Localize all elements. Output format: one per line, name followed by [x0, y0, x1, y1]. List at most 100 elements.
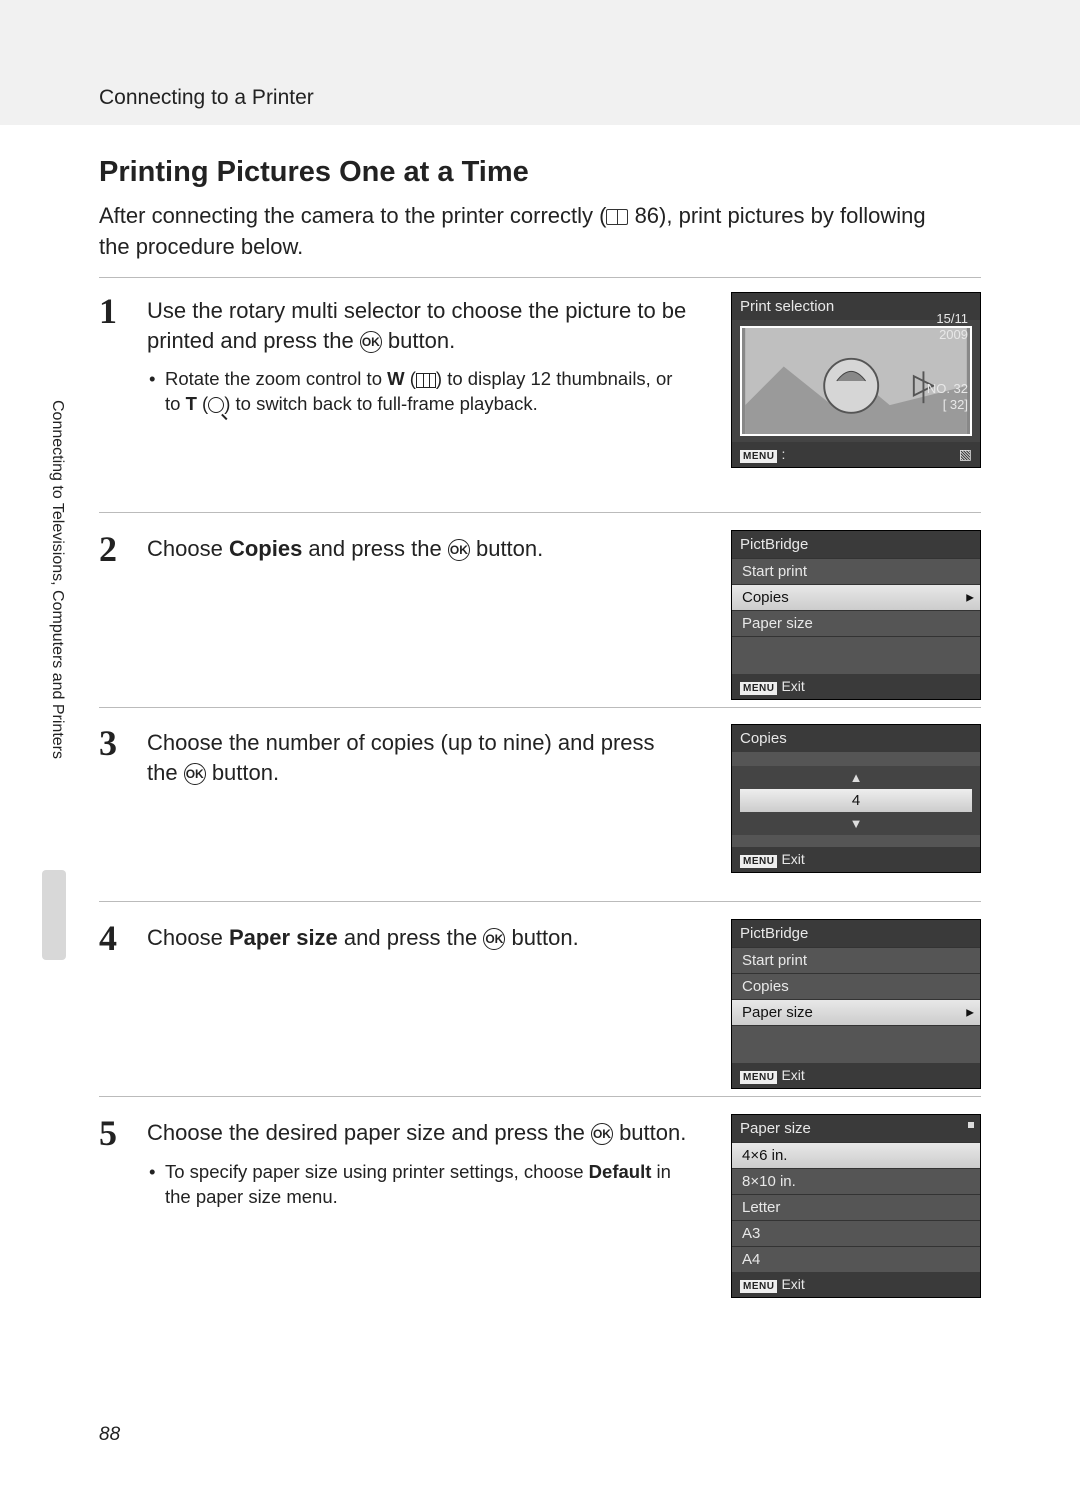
step-body: Use the rotary multi selector to choose … [147, 296, 687, 417]
intro-a: After connecting the camera to the print… [99, 203, 606, 228]
menu-item-a4: A4 [732, 1246, 980, 1272]
empty-row [732, 1025, 980, 1063]
lcd-pictbridge: PictBridge Start print Copies▶ Paper siz… [731, 530, 981, 700]
text: Rotate the zoom control to [165, 368, 387, 389]
bold: Default [589, 1161, 652, 1182]
lcd-pictbridge: PictBridge Start print Copies Paper size… [731, 919, 981, 1089]
menu-badge: MENU [740, 1280, 777, 1293]
ok-icon: OK [184, 763, 206, 785]
ok-icon: OK [360, 331, 382, 353]
menu-item-a3: A3 [732, 1220, 980, 1246]
thumb-icon: ▧ [959, 446, 972, 463]
step-body: Choose Paper size and press the OK butto… [147, 923, 687, 953]
divider [99, 277, 981, 278]
bullet-dot: • [149, 367, 155, 392]
text: Choose the desired paper size and press … [147, 1120, 591, 1145]
step-body: Choose Copies and press the OK button. [147, 534, 687, 564]
arrow-down-icon: ▼ [732, 812, 980, 835]
text: ( [197, 393, 208, 414]
lcd-footer: MENUExit [732, 1063, 980, 1088]
t-label: T [186, 393, 197, 414]
step-number: 2 [99, 528, 117, 570]
step-5: 5 Choose the desired paper size and pres… [99, 1118, 981, 1210]
sub-bullet: • To specify paper size using printer se… [165, 1160, 687, 1210]
menu-item-start-print: Start print [732, 558, 980, 584]
text: button. [206, 760, 279, 785]
step-4: 4 Choose Paper size and press the OK but… [99, 923, 981, 953]
text: ) to switch back to full-frame playback. [224, 393, 538, 414]
menu-item-copies: Copies ▶ [732, 584, 980, 610]
side-tab: Connecting to Televisions, Computers and… [48, 400, 66, 950]
date-line: 15/11 [936, 311, 968, 327]
text: button. [382, 328, 455, 353]
lcd-copies: Copies ▲ 4 ▼ MENUExit [731, 724, 981, 873]
lcd-title: Copies [732, 725, 980, 752]
text: button. [470, 536, 543, 561]
bold: Copies [229, 536, 302, 561]
menu-item-copies: Copies [732, 973, 980, 999]
scrollbar-indicator [968, 1122, 974, 1128]
menu-badge: MENU [740, 450, 777, 463]
step-1: 1 Use the rotary multi selector to choos… [99, 296, 981, 417]
book-icon [606, 209, 628, 225]
arrow-up-icon: ▲ [732, 766, 980, 789]
step-number: 3 [99, 722, 117, 764]
label: Paper size [740, 1120, 811, 1137]
lcd-footer: MENU: ▧ [732, 442, 980, 467]
step-number: 5 [99, 1112, 117, 1154]
lcd-title: PictBridge [732, 531, 980, 558]
step-body: Choose the number of copies (up to nine)… [147, 728, 687, 787]
page-number: 88 [99, 1424, 120, 1446]
label: Copies [742, 589, 789, 606]
text: and press the [302, 536, 448, 561]
ok-icon: OK [448, 539, 470, 561]
step-number: 4 [99, 917, 117, 959]
lcd-title: Paper size [732, 1115, 980, 1142]
step-2: 2 Choose Copies and press the OK button.… [99, 534, 981, 564]
lcd-footer: MENUExit [732, 847, 980, 872]
menu-item-start-print: Start print [732, 947, 980, 973]
ok-icon: OK [591, 1123, 613, 1145]
menu-item-paper-size: Paper size ▶ [732, 999, 980, 1025]
copies-value: 4 [740, 789, 972, 812]
side-tab-highlight [42, 870, 66, 960]
ok-icon: OK [483, 928, 505, 950]
text: and press the [338, 925, 484, 950]
bold: Paper size [229, 925, 338, 950]
exit-label: Exit [781, 1067, 804, 1083]
magnifier-icon [208, 397, 224, 413]
date-line: 2009 [936, 327, 968, 343]
text: ( [405, 368, 416, 389]
lcd-date: 15/11 2009 [936, 311, 968, 342]
text: Choose [147, 536, 229, 561]
step-3: 3 Choose the number of copies (up to nin… [99, 728, 981, 787]
exit-label: Exit [781, 851, 804, 867]
sub-bullet: • Rotate the zoom control to W () to dis… [165, 367, 687, 417]
lcd-footer: MENUExit [732, 674, 980, 699]
divider [99, 512, 981, 513]
menu-item-8x10: 8×10 in. [732, 1168, 980, 1194]
divider [99, 707, 981, 708]
text: Choose [147, 925, 229, 950]
menu-item-4x6: 4×6 in. [732, 1142, 980, 1168]
menu-item-letter: Letter [732, 1194, 980, 1220]
step-number: 1 [99, 290, 117, 332]
empty-row [732, 636, 980, 674]
label: Paper size [742, 1004, 813, 1021]
lcd-footer: MENU Exit [732, 1272, 980, 1297]
chevron-right-icon: ▶ [966, 592, 974, 603]
exit-label: Exit [781, 1276, 804, 1292]
thumbnail-icon [416, 373, 436, 388]
divider [99, 1096, 981, 1097]
section-title: Printing Pictures One at a Time [99, 156, 529, 189]
bullet-dot: • [149, 1160, 155, 1185]
menu-badge: MENU [740, 682, 777, 695]
lcd-title: PictBridge [732, 920, 980, 947]
w-label: W [387, 368, 404, 389]
spacer [732, 835, 980, 847]
spacer [732, 752, 980, 766]
chevron-right-icon: ▶ [966, 1007, 974, 1018]
lcd-paper-size: Paper size 4×6 in. 8×10 in. Letter A3 A4… [731, 1114, 981, 1298]
step-body: Choose the desired paper size and press … [147, 1118, 687, 1210]
lcd-count: NO. 32 [ 32] [927, 381, 968, 412]
